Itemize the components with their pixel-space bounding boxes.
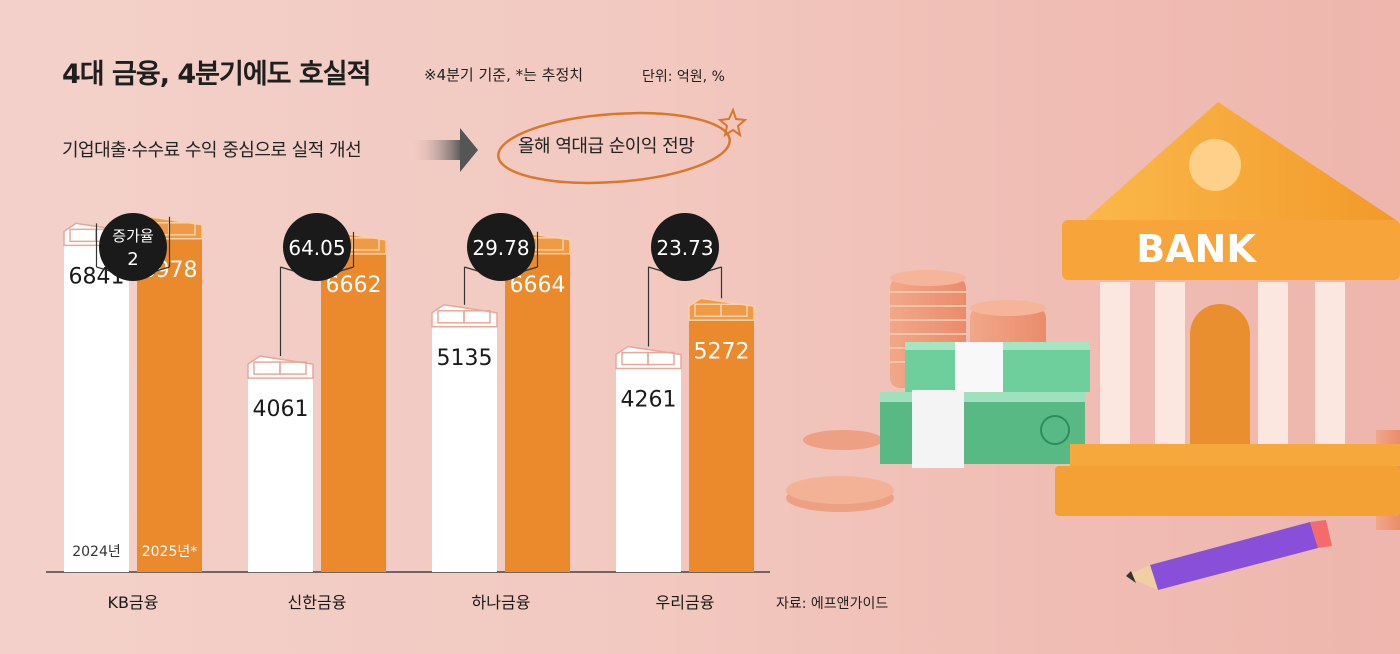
legend-2025: 2025년*	[142, 544, 198, 560]
growth-rate: 2	[127, 249, 138, 270]
category-label: 신한금융	[288, 593, 347, 612]
growth-bubble	[99, 213, 167, 281]
data-label-2025: 6664	[510, 273, 566, 298]
growth-bubble	[283, 213, 351, 281]
bar-cap-2024	[431, 304, 498, 328]
data-label-2024: 5135	[437, 346, 493, 371]
data-label-2024: 4261	[621, 388, 677, 413]
bar-2025	[505, 253, 570, 572]
bar-2025	[137, 238, 202, 572]
growth-bubble	[651, 213, 719, 281]
growth-rate: 29.78	[472, 236, 529, 260]
chart-note: ※4분기 기준, *는 추정치	[424, 66, 584, 84]
category-label: 하나금융	[472, 593, 531, 612]
growth-rate: 64.05	[288, 236, 345, 260]
source-note: 자료: 에프앤가이드	[776, 596, 889, 612]
bar-2024	[64, 245, 129, 572]
data-label-2025: 5272	[694, 339, 750, 364]
bar-cap-2025	[688, 297, 755, 322]
chart-unit: 단위: 억원, %	[642, 69, 725, 85]
bar-2025	[321, 253, 386, 572]
growth-label: 증가율	[112, 227, 153, 245]
category-label: 우리금융	[656, 593, 715, 612]
growth-bubble	[467, 213, 535, 281]
bar-cap-2024	[247, 355, 314, 379]
bar-2025	[689, 320, 754, 572]
bar-2024	[248, 378, 313, 572]
category-label: KB금융	[108, 593, 159, 612]
chart-subtitle: 기업대출·수수료 수익 중심으로 실적 개선	[62, 140, 362, 161]
bar-2024	[616, 368, 681, 572]
bar-2024	[432, 326, 497, 572]
bar-cap-2024	[615, 345, 682, 370]
data-label-2025: 6662	[326, 273, 382, 298]
chart-title: 4대 금융, 4분기에도 호실적	[62, 59, 371, 90]
data-label-2024: 4061	[253, 397, 309, 422]
legend-2024: 2024년	[72, 544, 121, 560]
growth-rate: 23.73	[656, 236, 713, 260]
